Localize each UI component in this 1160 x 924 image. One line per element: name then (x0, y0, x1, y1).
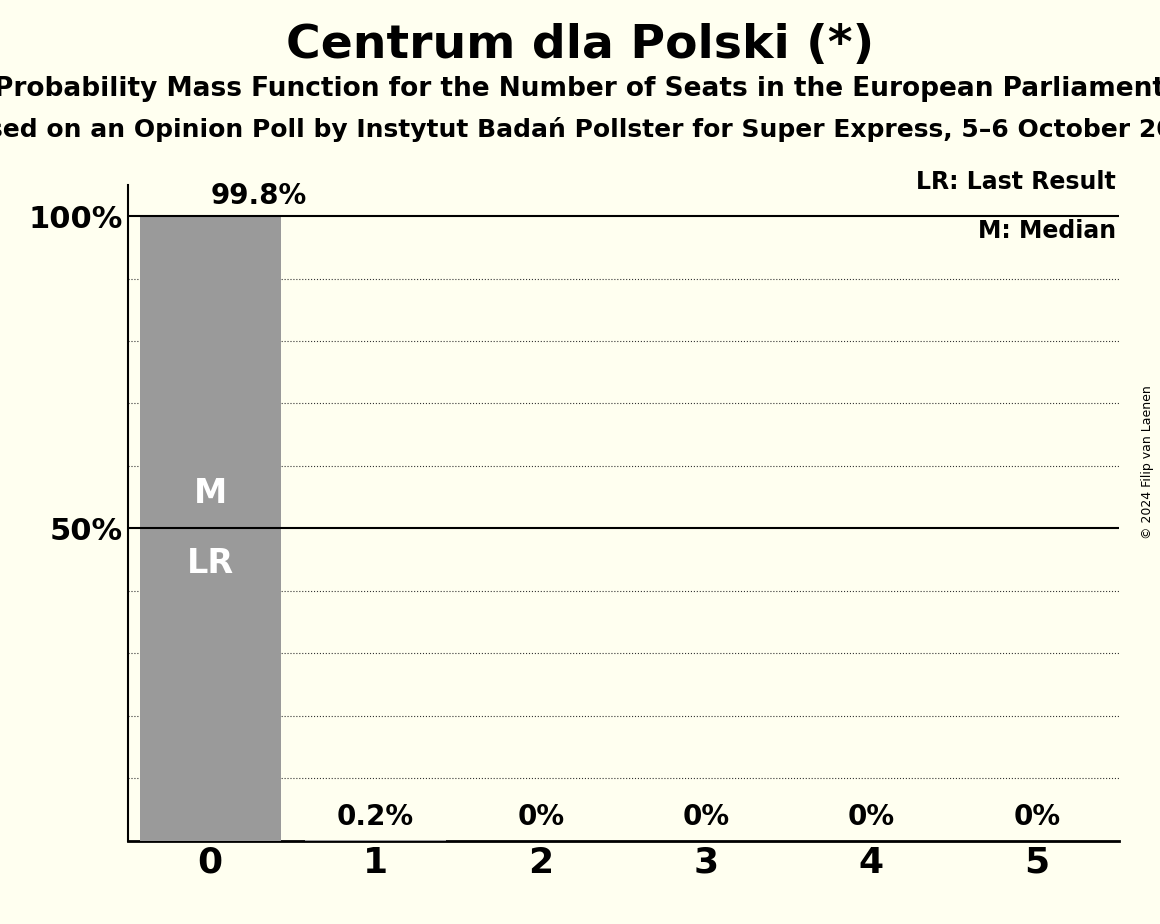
Text: LR: Last Result: LR: Last Result (916, 170, 1116, 194)
Text: Probability Mass Function for the Number of Seats in the European Parliament: Probability Mass Function for the Number… (0, 76, 1160, 102)
Text: © 2024 Filip van Laenen: © 2024 Filip van Laenen (1141, 385, 1154, 539)
Text: 0%: 0% (1013, 804, 1060, 832)
Text: Based on an Opinion Poll by Instytut Badań Pollster for Super Express, 5–6 Octob: Based on an Opinion Poll by Instytut Bad… (0, 117, 1160, 142)
Text: 0%: 0% (517, 804, 565, 832)
Bar (305, 840, 445, 841)
Text: M: M (194, 477, 227, 510)
Text: LR: LR (187, 547, 234, 580)
Text: 99.8%: 99.8% (210, 182, 306, 210)
Text: Centrum dla Polski (*): Centrum dla Polski (*) (285, 23, 875, 68)
Text: 0.2%: 0.2% (338, 804, 414, 832)
Text: M: Median: M: Median (978, 219, 1116, 243)
Text: 0%: 0% (682, 804, 730, 832)
Bar (140, 217, 281, 841)
Text: 0%: 0% (848, 804, 896, 832)
